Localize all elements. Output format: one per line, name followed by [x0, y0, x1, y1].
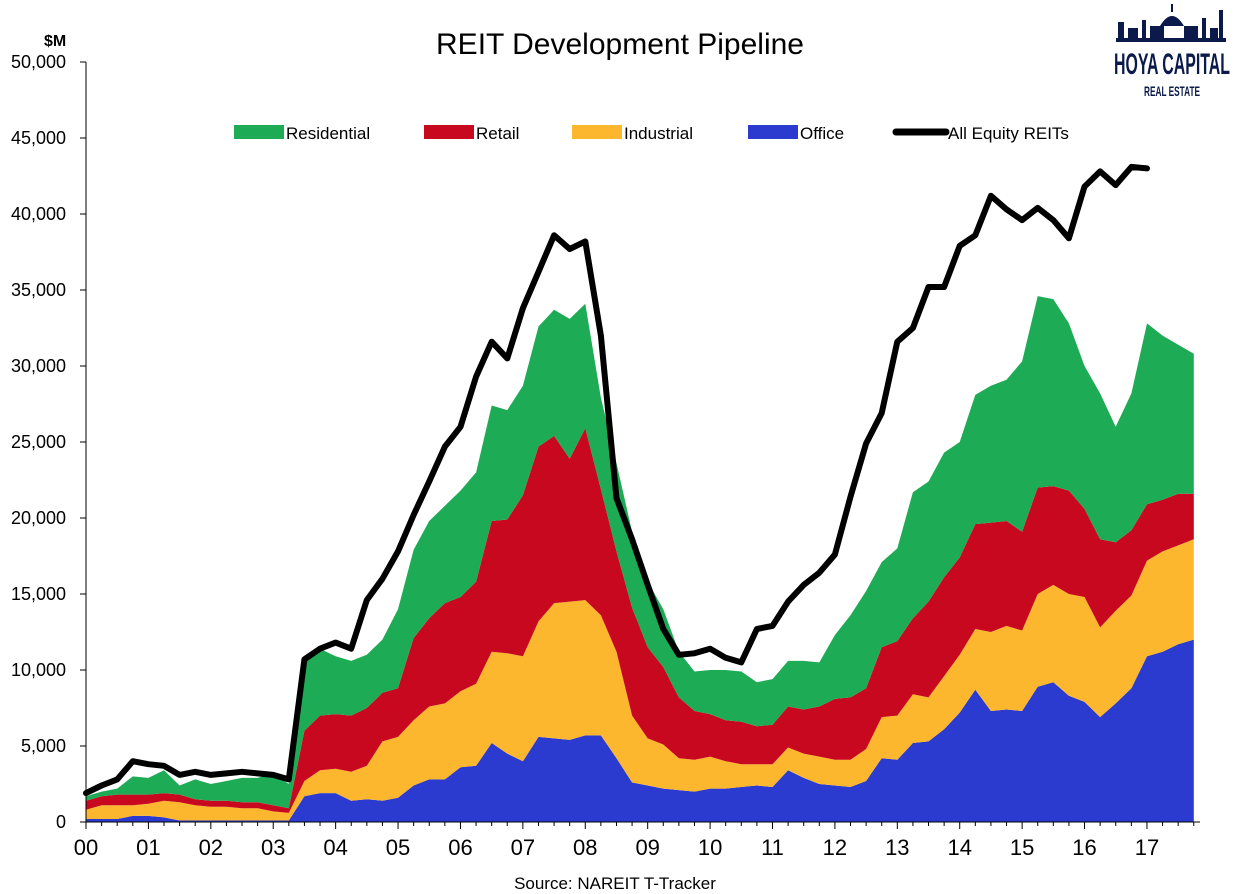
y-tick-label: 10,000 — [11, 660, 66, 680]
y-tick-label: 5,000 — [21, 736, 66, 756]
area-residential — [86, 296, 1194, 809]
y-tick-label: 0 — [56, 812, 66, 832]
skyline-icon — [1116, 4, 1226, 42]
logo-line2: REAL ESTATE — [1144, 83, 1200, 99]
x-tick-label: 04 — [323, 835, 347, 860]
x-axis-ticks: 00 01 02 03 04 05 06 07 08 09 10 11 12 13 14 15 16 17 — [74, 822, 1195, 860]
legend-swatch-industrial — [572, 125, 622, 139]
x-tick-label: 15 — [1010, 835, 1034, 860]
legend-label-retail: Retail — [476, 124, 519, 143]
x-tick-label: 00 — [74, 835, 98, 860]
x-tick-label: 07 — [511, 835, 535, 860]
x-tick-label: 02 — [199, 835, 223, 860]
area-retail — [86, 428, 1194, 813]
legend-swatch-residential — [234, 125, 284, 139]
y-tick-label: 35,000 — [11, 280, 66, 300]
y-tick-label: 40,000 — [11, 204, 66, 224]
y-tick-label: 30,000 — [11, 356, 66, 376]
legend-swatch-retail — [424, 125, 474, 139]
y-tick-label: 45,000 — [11, 128, 66, 148]
y-axis-ticks: 0 5,000 10,000 15,000 20,000 25,000 30,000 35,0… — [11, 52, 86, 832]
line-all-equity-reits — [83, 163, 1150, 797]
chart-title: REIT Development Pipeline — [436, 28, 804, 61]
x-tick-label: 06 — [448, 835, 472, 860]
logo-line1: HOYA CAPITAL — [1114, 48, 1230, 81]
x-tick-label: 11 — [761, 835, 784, 860]
legend-label-office: Office — [800, 124, 844, 143]
legend-label-residential: Residential — [286, 124, 370, 143]
legend-label-all-equity-reits: All Equity REITs — [948, 124, 1069, 143]
total-line-group — [83, 163, 1150, 797]
logo: HOYA CAPITAL REAL ESTATE — [1114, 4, 1230, 99]
y-tick-label: 20,000 — [11, 508, 66, 528]
x-tick-label: 09 — [635, 835, 659, 860]
x-tick-label: 17 — [1135, 835, 1159, 860]
x-tick-label: 13 — [885, 835, 909, 860]
x-tick-label: 01 — [136, 835, 160, 860]
y-tick-label: 50,000 — [11, 52, 66, 72]
y-tick-label: 25,000 — [11, 432, 66, 452]
stacked-areas — [86, 296, 1194, 822]
x-tick-label: 05 — [386, 835, 410, 860]
area-industrial — [86, 539, 1194, 821]
source-note: Source: NAREIT T-Tracker — [514, 874, 716, 893]
legend: Residential Retail Industrial Office All Equ… — [234, 124, 1069, 143]
x-tick-label: 14 — [947, 835, 971, 860]
legend-swatch-office — [748, 125, 798, 139]
area-office — [86, 639, 1194, 822]
legend-label-industrial: Industrial — [624, 124, 693, 143]
x-tick-label: 12 — [823, 835, 847, 860]
unit-label: $M — [44, 33, 66, 50]
x-tick-label: 10 — [698, 835, 722, 860]
x-tick-label: 16 — [1072, 835, 1096, 860]
x-tick-label: 08 — [573, 835, 597, 860]
x-tick-label: 03 — [261, 835, 285, 860]
y-tick-label: 15,000 — [11, 584, 66, 604]
